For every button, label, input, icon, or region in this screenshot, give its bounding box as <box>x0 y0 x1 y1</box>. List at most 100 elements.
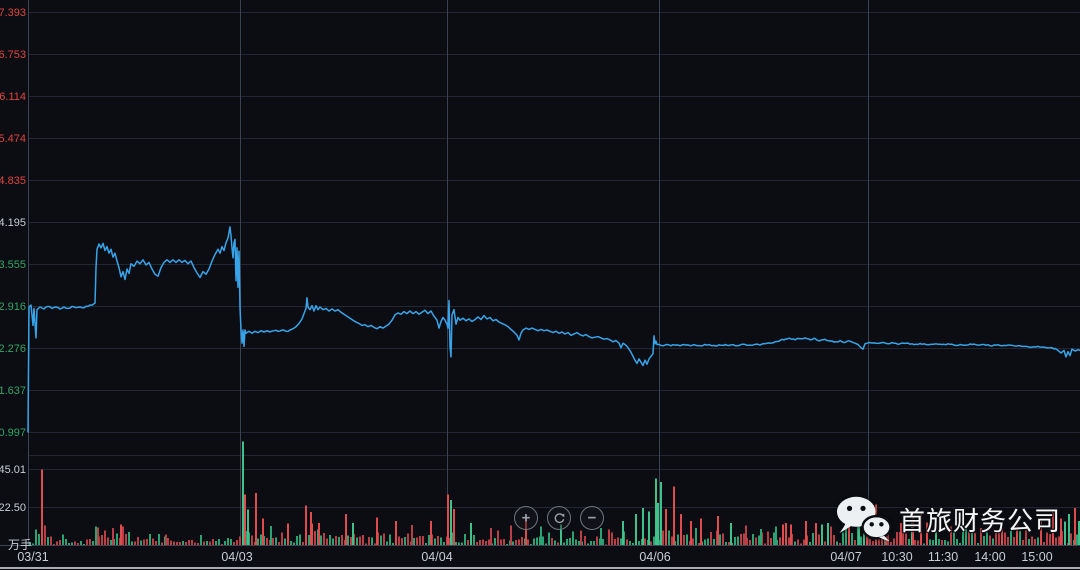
volume-spike <box>41 469 43 545</box>
refresh-icon <box>554 512 564 523</box>
wechat-logo-icon <box>836 496 892 542</box>
volume-spike <box>1025 526 1027 545</box>
volume-axis-label: 322.50 <box>0 502 26 514</box>
volume-spike <box>580 530 582 545</box>
x-axis-label: 04/03 <box>221 550 252 564</box>
volume-spike <box>38 533 40 545</box>
x-axis-label: 15:00 <box>1021 550 1052 564</box>
volume-spike <box>635 513 637 545</box>
volume-spike <box>730 523 732 545</box>
volume-spike <box>660 482 662 545</box>
volume-spike <box>657 503 659 545</box>
x-axis-label: 10:30 <box>881 550 912 564</box>
volume-spike <box>648 511 650 545</box>
price-axis-label: 4.835 <box>0 175 26 187</box>
zoom-in-button[interactable]: + <box>514 506 538 530</box>
volume-spike <box>262 518 264 545</box>
x-axis-label: 04/04 <box>421 550 452 564</box>
volume-spike <box>760 529 762 545</box>
volume-spike <box>128 532 130 545</box>
volume-axis-label: 645.01 <box>0 464 26 476</box>
volume-spike <box>453 509 455 545</box>
price-axis-label: 6.114 <box>0 91 26 103</box>
volume-spike <box>247 509 249 545</box>
x-axis-label: 04/07 <box>830 550 861 564</box>
volume-spike <box>717 516 719 545</box>
x-axis-label: 11:30 <box>928 550 958 564</box>
volume-spike <box>900 523 902 545</box>
volume-spike <box>690 520 692 545</box>
x-axis-label: 04/06 <box>639 550 670 564</box>
price-axis-label: 1.637 <box>0 385 26 397</box>
volume-spike <box>642 507 644 545</box>
price-axis-label: 3.555 <box>0 259 26 271</box>
volume-spike <box>830 526 832 545</box>
volume-spike <box>622 520 624 545</box>
volume-spike <box>950 526 952 545</box>
volume-spike <box>255 493 257 545</box>
volume-spike <box>680 513 682 545</box>
volume-spike <box>775 526 777 545</box>
volume-spike <box>805 520 807 545</box>
volume-spike <box>97 527 99 545</box>
volume-spike <box>1074 507 1076 545</box>
zoom-out-button[interactable]: − <box>580 506 604 530</box>
volume-spike <box>395 520 397 545</box>
volume-spike <box>845 529 847 545</box>
axes <box>0 0 1080 546</box>
volume-spike <box>673 486 675 545</box>
day-separators <box>240 0 869 545</box>
volume-spike <box>345 513 347 545</box>
volume-spike <box>1010 529 1012 545</box>
volume-spike <box>510 525 512 545</box>
volume-spike <box>270 526 272 545</box>
volume-spike <box>995 530 997 545</box>
refresh-button[interactable] <box>547 506 571 530</box>
volume-spike <box>490 527 492 545</box>
price-axis-label: 2.276 <box>0 343 26 355</box>
volume-spike <box>912 515 914 545</box>
volume-spike <box>980 527 982 545</box>
x-axis-labels: 03/31 04/03 04/04 04/06 04/07 10:30 11:30 14:00… <box>17 550 1052 564</box>
volume-spike <box>242 441 244 545</box>
volume-spike <box>815 523 817 545</box>
volume-spike <box>318 523 320 545</box>
brand-name: 首旅财务公司 <box>899 506 1062 536</box>
volume-spike <box>450 500 452 545</box>
volume-spike <box>1052 510 1054 545</box>
volume-spike <box>935 523 937 545</box>
price-axis-label: 5.474 <box>0 133 26 145</box>
price-axis-label: 4.195 <box>0 217 26 229</box>
volume-spike <box>104 530 106 545</box>
x-axis-label: 14:00 <box>974 550 1005 564</box>
volume-spike <box>376 517 378 545</box>
price-axis-label: 6.753 <box>0 49 26 61</box>
volume-spike <box>352 523 354 545</box>
y-axis-labels: 7.393 6.753 6.114 5.474 4.835 4.195 3.555 2.916… <box>0 7 32 552</box>
volume-spike <box>1040 520 1042 545</box>
volume-spike <box>858 520 860 545</box>
minus-icon: − <box>587 509 597 526</box>
brand-watermark: 首旅财务公司 <box>836 496 1061 543</box>
volume-spike <box>600 527 602 545</box>
volume-spike <box>700 518 702 545</box>
price-line <box>27 226 1080 433</box>
plus-icon: + <box>521 509 531 526</box>
volume-spike <box>120 524 122 545</box>
volume-spike <box>200 535 202 545</box>
volume-spike <box>447 494 449 545</box>
volume-spike <box>525 517 527 545</box>
window-bottom-edge <box>0 567 1080 569</box>
volume-spike <box>965 529 967 545</box>
volume-spike <box>44 525 46 545</box>
volume-spike <box>790 524 792 545</box>
volume-spike <box>430 520 432 545</box>
volume-spike <box>470 523 472 545</box>
volume-spike <box>62 534 64 545</box>
volume-spike <box>411 525 413 545</box>
volume-spike <box>1078 520 1080 545</box>
price-axis-label: 0.997 <box>0 427 26 439</box>
volume-unit-label: 万手 <box>8 538 32 552</box>
